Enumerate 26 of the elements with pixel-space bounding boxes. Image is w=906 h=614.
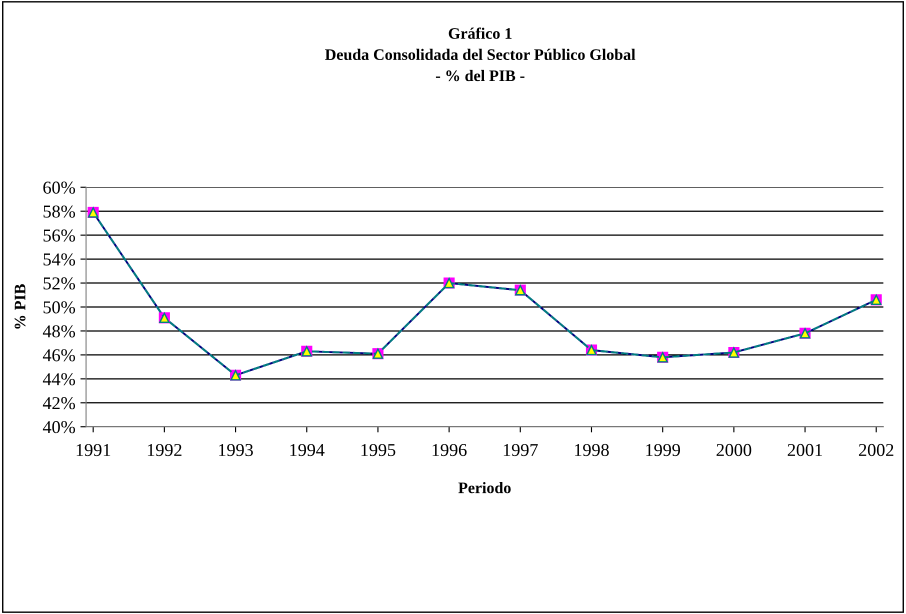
y-tick-label: 42% [42, 397, 76, 410]
x-tick-label: 1994 [290, 444, 325, 456]
y-tick-label: 60% [43, 182, 76, 194]
y-tick-label: 52% [44, 277, 76, 290]
x-tick-label: 1998 [575, 444, 609, 456]
y-axis-title: % PIB [14, 284, 26, 329]
x-tick-label: 1993 [219, 444, 253, 456]
x-tick-label: 1995 [361, 444, 396, 456]
x-tick-label: 2001 [788, 444, 822, 456]
x-tick-label: 2000 [716, 444, 752, 456]
y-tick-label: 46% [42, 349, 76, 362]
x-axis-title: Periodo [458, 482, 511, 494]
x-tick-label: 2002 [858, 444, 894, 456]
y-tick-label: 48% [42, 325, 76, 338]
x-tick-label: 1996 [432, 444, 467, 456]
y-tick-label: 44% [42, 373, 76, 386]
x-tick-label: 1991 [76, 444, 110, 456]
chart-title: Gráfico 1 Deuda Consolidada del Sector Público Global - % del PIB - [325, 27, 636, 82]
y-tick-label: 56% [44, 229, 76, 242]
x-tick-label: 1999 [646, 444, 680, 456]
x-tick-label: 1997 [504, 444, 538, 456]
y-tick-label: 50% [44, 301, 76, 314]
y-tick-label: 40% [42, 420, 76, 434]
x-tick-label: 1992 [148, 444, 182, 456]
y-tick-label: 58% [44, 205, 76, 218]
y-tick-label: 54% [44, 253, 76, 266]
